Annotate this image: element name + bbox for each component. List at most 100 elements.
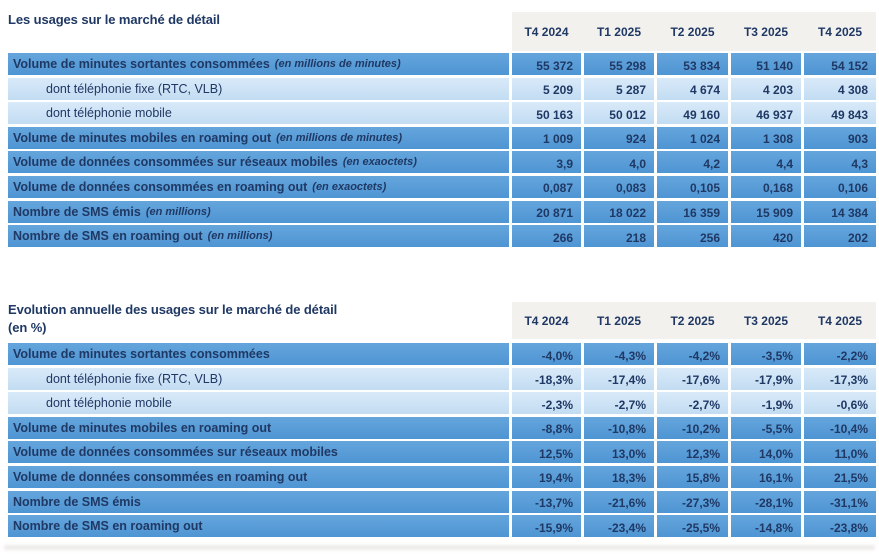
table2-quarter-header-band: T4 2024 T1 2025 T2 2025 T3 2025 T4 2025 (512, 302, 876, 339)
column-header: T1 2025 (596, 313, 642, 328)
value-cell: 16 359 (657, 200, 728, 223)
value-cell: 202 (804, 225, 876, 248)
row-label: Nombre de SMS en roaming out (en millions… (8, 225, 509, 248)
row-label-text: Volume de données consommées en roaming … (13, 179, 308, 194)
value-cell: 0,087 (512, 175, 581, 198)
value-cell: 4 203 (731, 77, 801, 100)
row-label: dont téléphonie mobile (8, 102, 509, 125)
row-label-text: Volume de données consommées en roaming … (13, 469, 308, 484)
value-cell: -2,2% (804, 343, 876, 365)
value-cell: 14,0% (731, 441, 801, 464)
value-cell: -27,3% (657, 490, 728, 513)
value-cell: -4,3% (584, 343, 654, 365)
value-cell: -4,2% (657, 343, 728, 365)
value-cell: -23,8% (804, 515, 876, 538)
value-cell: 12,3% (657, 441, 728, 464)
row-label: Volume de minutes sortantes consommées (8, 343, 509, 365)
table-row: dont téléphonie fixe (RTC, VLB) -18,3% -17… (8, 367, 876, 390)
value-cell: -28,1% (731, 490, 801, 513)
row-label: Volume de données consommées en roaming … (8, 175, 509, 198)
value-cell: -17,4% (584, 367, 654, 390)
row-label-text: Volume de minutes mobiles en roaming out (13, 420, 272, 435)
value-cell: 218 (584, 225, 654, 248)
table2-title: Evolution annuelle des usages sur le mar… (8, 301, 337, 337)
value-cell: -2,7% (657, 392, 728, 415)
column-header: T3 2025 (743, 313, 789, 328)
row-label-text: dont téléphonie fixe (RTC, VLB) (46, 371, 223, 386)
value-cell: 21,5% (804, 465, 876, 488)
value-cell: 55 372 (512, 53, 581, 75)
value-cell: 11,0% (804, 441, 876, 464)
row-label-text: Volume de données consommées sur réseaux… (13, 445, 338, 460)
table1-quarter-header-band: T4 2024 T1 2025 T2 2025 T3 2025 T4 2025 (512, 12, 876, 51)
row-label-text: dont téléphonie mobile (46, 106, 172, 121)
table-row: Nombre de SMS émis (en millions) 20 871 18 … (8, 200, 876, 223)
table-row: dont téléphonie mobile -2,3% -2,7% -2,7% -1,… (8, 392, 876, 415)
value-cell: 4,4 (731, 151, 801, 174)
value-cell: 4,0 (584, 151, 654, 174)
row-unit-text: (en exaoctets) (312, 180, 387, 193)
table-row: Volume de minutes sortantes consommées (e… (8, 53, 876, 75)
column-header: T2 2025 (670, 24, 715, 39)
row-unit-text: (en millions de minutes) (276, 131, 403, 144)
value-cell: 55 298 (584, 53, 654, 75)
row-label-text: Volume de minutes sortantes consommées (13, 347, 270, 361)
table1-rows: Volume de minutes sortantes consommées (e… (8, 53, 876, 250)
value-cell: -18,3% (512, 367, 581, 390)
column-header: T4 2025 (817, 24, 863, 39)
value-cell: -4,0% (512, 343, 581, 365)
table-row: Nombre de SMS émis -13,7% -21,6% -27,3% -28,… (8, 490, 876, 513)
value-cell: -2,7% (584, 392, 654, 415)
row-label: Nombre de SMS émis (8, 490, 509, 513)
row-label-text: dont téléphonie fixe (RTC, VLB) (46, 81, 223, 96)
value-cell: -17,6% (657, 367, 728, 390)
value-cell: 13,0% (584, 441, 654, 464)
value-cell: -21,6% (584, 490, 654, 513)
table2-rows: Volume de minutes sortantes consommées -4… (8, 343, 876, 540)
row-label-text: Nombre de SMS émis (13, 204, 141, 219)
value-cell: -1,9% (731, 392, 801, 415)
column-header: T2 2025 (670, 313, 715, 328)
value-cell: -10,8% (584, 416, 654, 439)
row-label: Volume de minutes sortantes consommées (e… (8, 53, 509, 75)
table-row: dont téléphonie mobile 50 163 50 012 49 160… (8, 102, 876, 125)
row-label-text: Volume de minutes mobiles en roaming out (13, 130, 272, 145)
row-label-text: Nombre de SMS en roaming out (13, 519, 203, 534)
column-header: T4 2024 (524, 24, 569, 39)
table-row: Volume de données consommées en roaming … (8, 465, 876, 488)
value-cell: -5,5% (731, 416, 801, 439)
value-cell: -3,5% (731, 343, 801, 365)
value-cell: 0,083 (584, 175, 654, 198)
value-cell: 18,3% (584, 465, 654, 488)
column-header: T4 2025 (817, 313, 863, 328)
table2-title-line1: Evolution annuelle des usages sur le mar… (8, 302, 338, 317)
value-cell: -8,8% (512, 416, 581, 439)
value-cell: 903 (804, 126, 876, 149)
row-unit-text: (en millions) (207, 230, 273, 243)
row-label: dont téléphonie fixe (RTC, VLB) (8, 77, 509, 100)
value-cell: 4 674 (657, 77, 728, 100)
value-cell: 0,106 (804, 175, 876, 198)
value-cell: 50 163 (512, 102, 581, 125)
table-row: Nombre de SMS en roaming out (en millions… (8, 225, 876, 248)
table-row: Volume de minutes sortantes consommées -4… (8, 343, 876, 365)
value-cell: -14,8% (731, 515, 801, 538)
value-cell: 5 287 (584, 77, 654, 100)
value-cell: 16,1% (731, 465, 801, 488)
value-cell: -10,4% (804, 416, 876, 439)
column-header: T4 2024 (524, 313, 569, 328)
value-cell: 49 843 (804, 102, 876, 125)
value-cell: -23,4% (584, 515, 654, 538)
value-cell: 49 160 (657, 102, 728, 125)
row-unit-text: (en millions de minutes) (274, 58, 401, 70)
row-label: dont téléphonie mobile (8, 392, 509, 415)
row-label-text: dont téléphonie mobile (46, 396, 172, 411)
value-cell: -13,7% (512, 490, 581, 513)
value-cell: 1 308 (731, 126, 801, 149)
table2-title-line2: (en %) (8, 320, 47, 335)
value-cell: 0,168 (731, 175, 801, 198)
value-cell: -10,2% (657, 416, 728, 439)
value-cell: -17,9% (731, 367, 801, 390)
value-cell: 924 (584, 126, 654, 149)
